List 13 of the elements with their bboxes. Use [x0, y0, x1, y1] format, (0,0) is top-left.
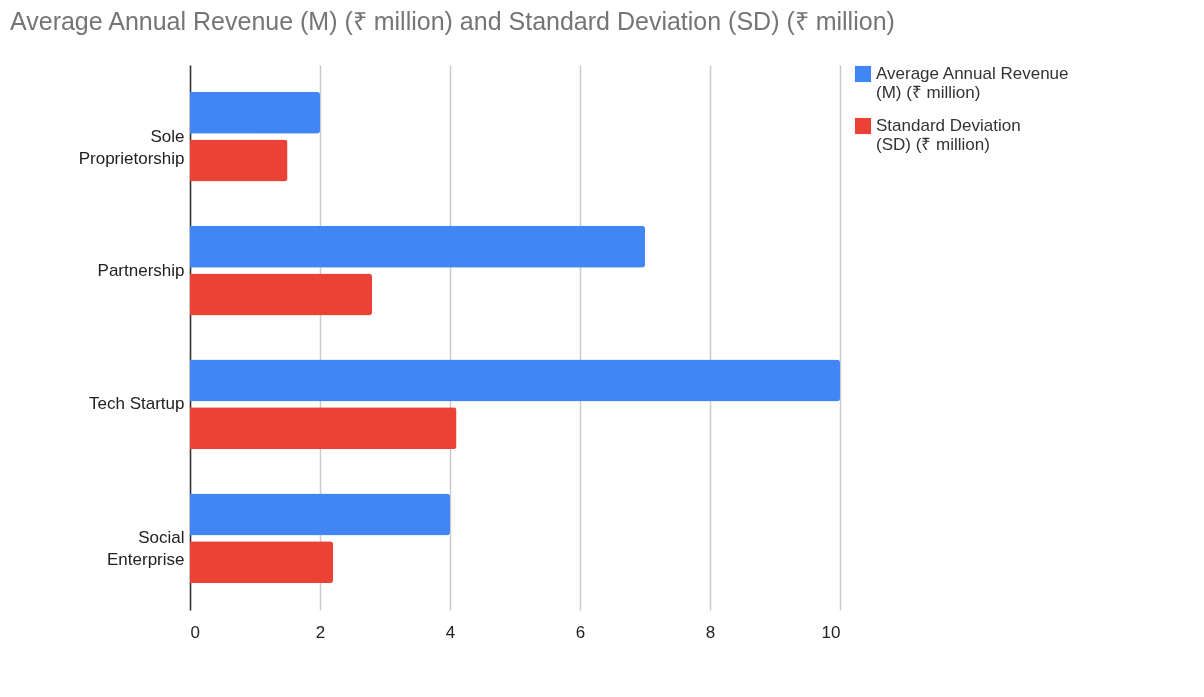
x-tick-label: 10: [821, 622, 841, 642]
x-tick-label: 0: [190, 622, 200, 642]
x-tick-label: 2: [315, 622, 326, 642]
y-tick-label: Tech Startup: [89, 394, 185, 414]
legend-label: Standard Deviation (SD) (₹ million): [876, 116, 1021, 154]
x-tick-label: 8: [705, 622, 716, 642]
x-tick-label: 6: [575, 622, 586, 642]
x-tick-label: 4: [445, 622, 456, 642]
chart-title: Average Annual Revenue (M) (₹ million) and Standard Deviation (SD) (₹ million): [10, 7, 895, 35]
y-tick-label: Sole Proprietorship: [78, 126, 185, 168]
legend-label: Average Annual Revenue (M) (₹ million): [876, 64, 1069, 102]
y-tick-label: Social Enterprise: [107, 528, 185, 570]
y-tick-label: Partnership: [97, 260, 185, 280]
